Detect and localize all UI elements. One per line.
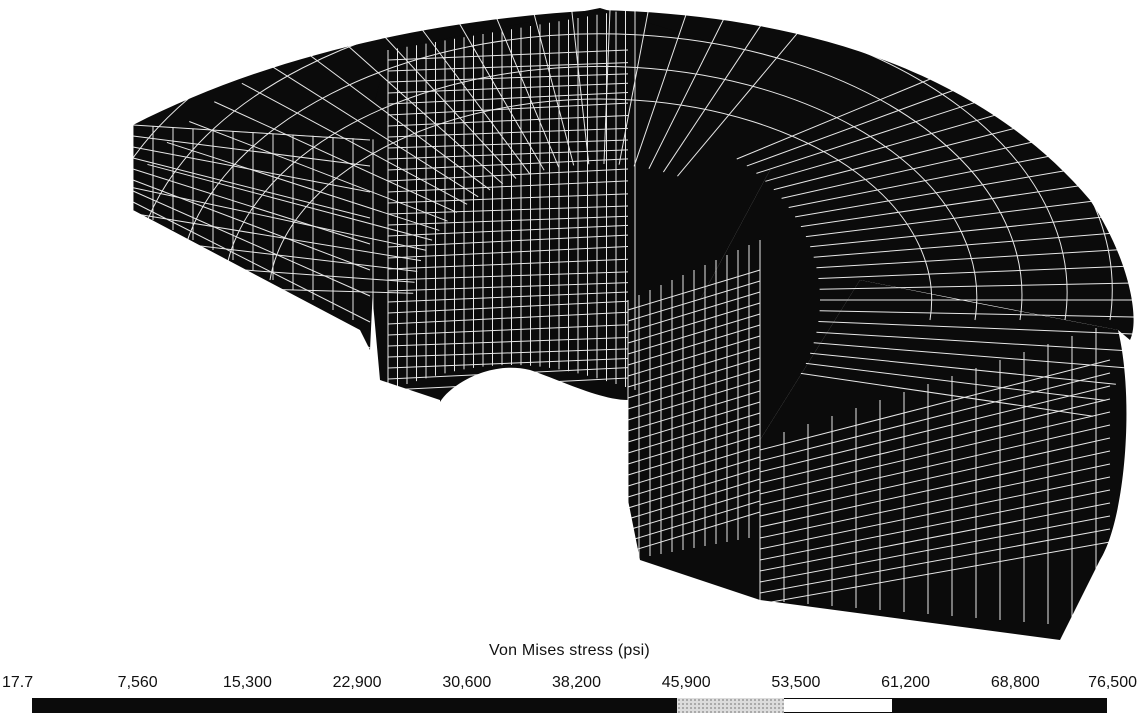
color-band-stipple (677, 698, 784, 713)
fea-mesh-model (44, 0, 1139, 640)
legend-tick-label: 68,800 (990, 674, 1040, 691)
outer-ring-side (760, 280, 1127, 640)
legend-tick-label: 38,200 (552, 674, 601, 691)
stress-color-bar (32, 698, 1107, 713)
central-tall-block (360, 8, 770, 402)
legend-tick-label: 15,300 (222, 674, 272, 691)
left-block (133, 125, 380, 350)
legend-tick-label: 30,600 (442, 674, 492, 691)
legend-tick-label: 17.7 (2, 674, 34, 691)
color-band-white (784, 698, 892, 713)
legend-title: Von Mises stress (psi) (489, 642, 650, 659)
mesh-grid-lines (44, 0, 1139, 628)
legend-tick-label: 45,900 (661, 674, 711, 691)
legend-tick-label: 22,900 (332, 674, 382, 691)
legend-tick-label: 53,500 (771, 674, 821, 691)
mesh-body-group (133, 8, 1134, 640)
legend-tick-label: 76,500 (1088, 674, 1137, 691)
legend-tick-label: 61,200 (881, 674, 931, 691)
legend-tick-label: 7,560 (117, 674, 158, 691)
